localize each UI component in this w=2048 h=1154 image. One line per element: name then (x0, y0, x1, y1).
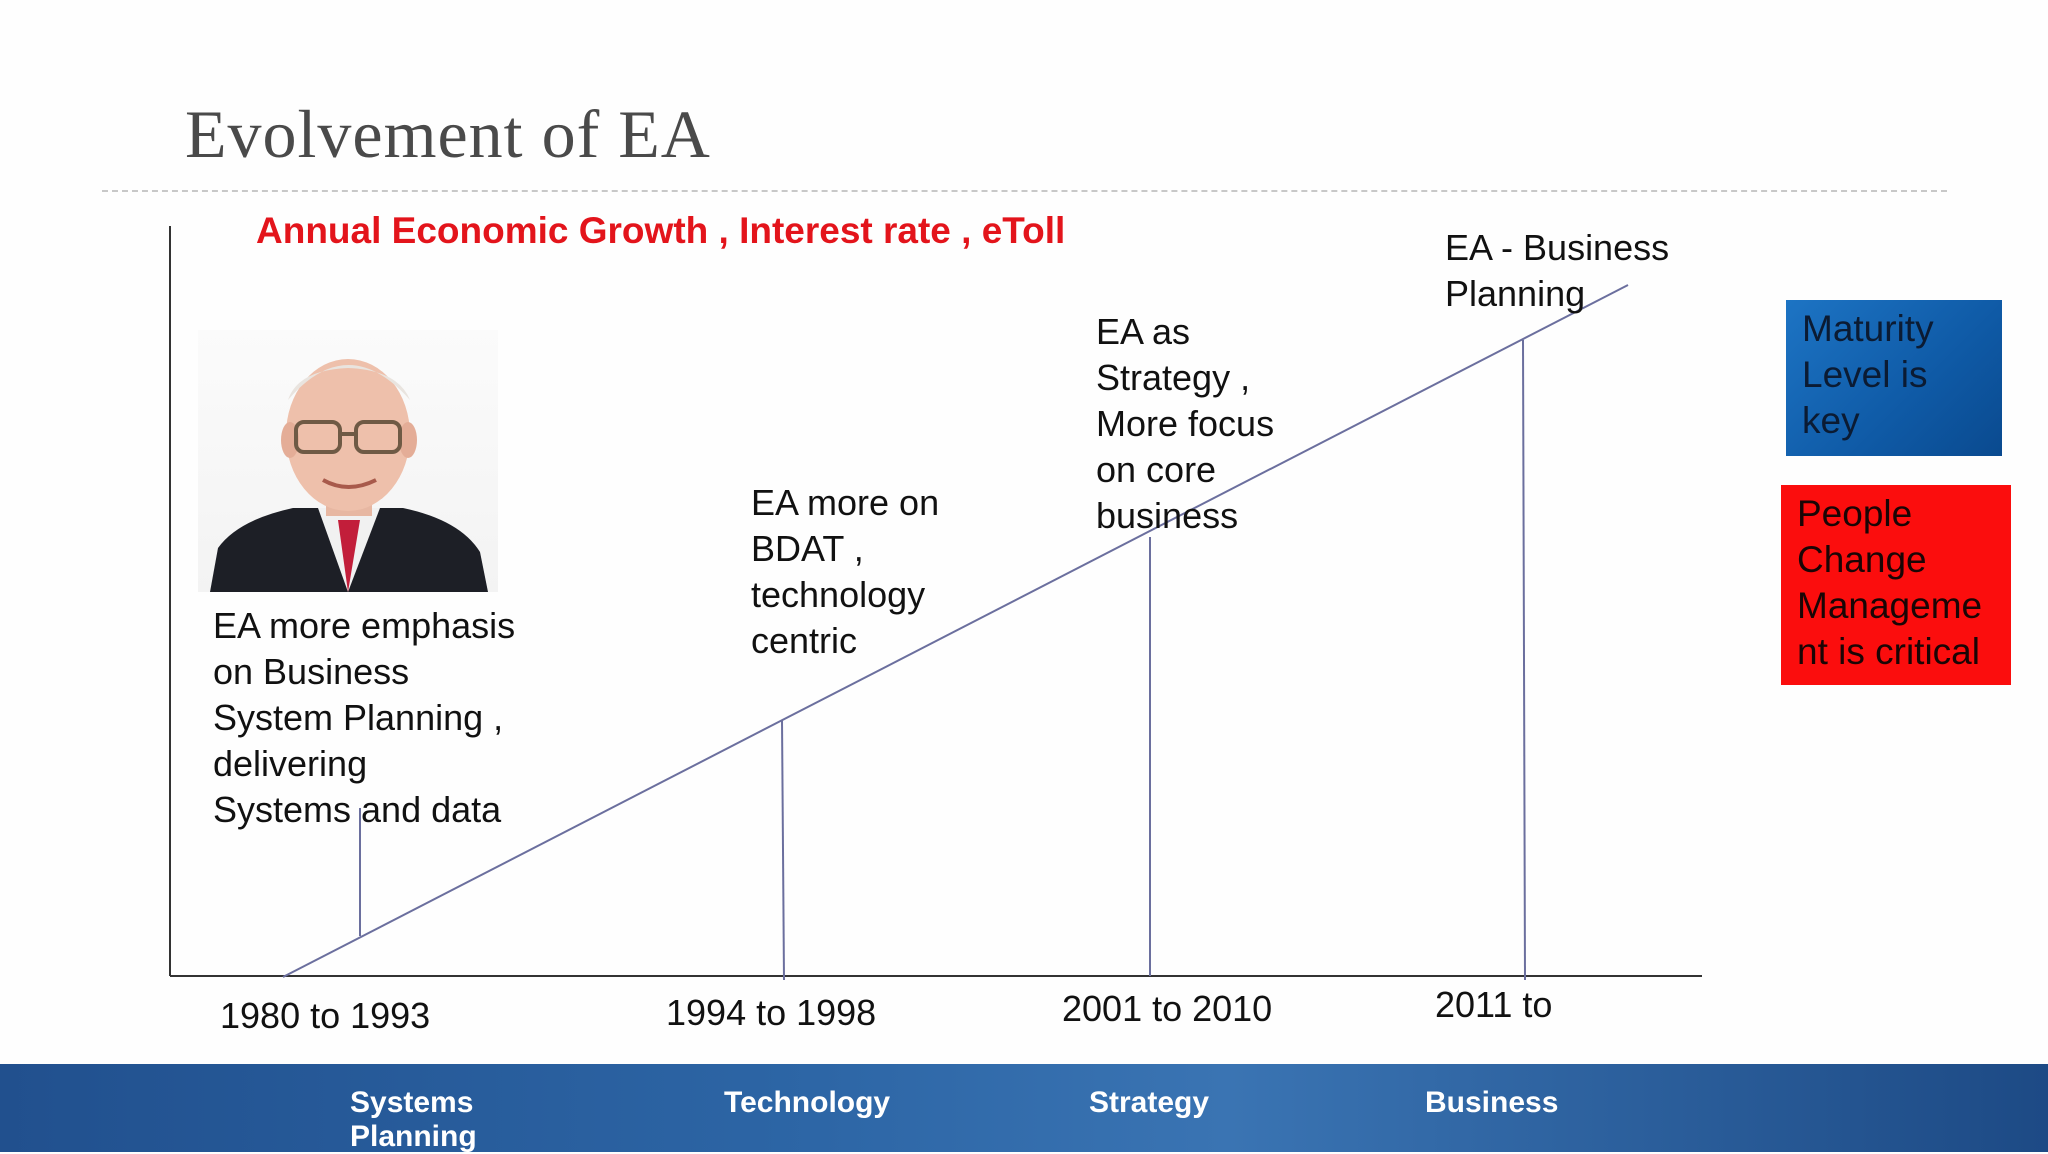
stage-label-4: EA - Business Planning (1445, 227, 1670, 314)
people-change-callout: People Change Manageme nt is critical (1781, 485, 2011, 685)
period-label-3: 2001 to 2010 (1062, 988, 1273, 1029)
footer-technology: Technology (724, 1086, 891, 1119)
footer-systems-planning: Systems Planning (350, 1086, 477, 1153)
portrait-image-icon (210, 359, 488, 592)
title-divider (102, 190, 1947, 192)
stage-label-1: EA more emphasis on Business System Plan… (213, 605, 516, 830)
stage-label-3: EA as Strategy , More focus on core busi… (1096, 311, 1275, 536)
maturity-callout: Maturity Level is key (1786, 300, 2002, 456)
footer-strategy: Strategy (1089, 1086, 1210, 1119)
portrait-photo (198, 330, 498, 592)
stage-label-2: EA more on BDAT , technology centric (751, 482, 940, 661)
stage-marker-2 (781, 719, 785, 981)
growth-trend-line (282, 284, 1629, 978)
period-label-1: 1980 to 1993 (220, 995, 431, 1036)
stage-marker-4 (1522, 339, 1526, 981)
subtitle: Annual Economic Growth , Interest rate ,… (256, 210, 1066, 251)
footer-band (0, 1064, 2048, 1152)
footer-business: Business (1425, 1086, 1559, 1119)
period-label-2: 1994 to 1998 (666, 992, 877, 1033)
slide-title: Evolvement of EA (185, 96, 711, 172)
period-label-4: 2011 to (1435, 984, 1553, 1025)
